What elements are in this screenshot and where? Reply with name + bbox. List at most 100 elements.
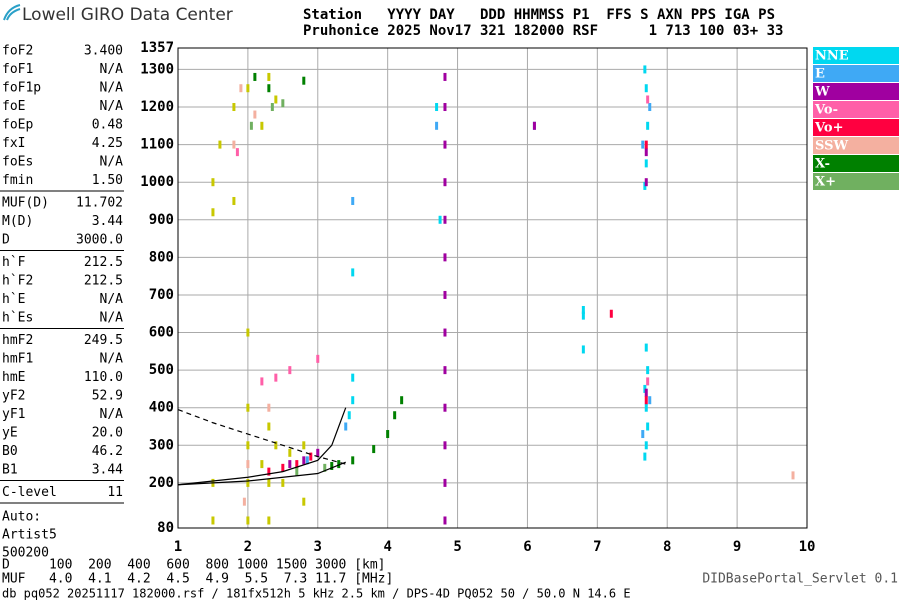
legend-label: NNE [815,49,849,64]
echo-point [260,460,264,469]
param-label: foF1p [2,81,41,96]
param-label: foF1 [2,62,33,77]
echo-point [644,148,648,157]
echo-point [260,377,264,386]
param-label: M(D) [2,214,33,229]
echo-point [443,328,447,337]
echo-point [646,422,650,431]
y-tick-label: 600 [149,325,174,341]
echo-point [351,456,355,465]
legend-swatch [813,155,899,172]
param-label: hmF1 [2,352,33,367]
param-value: N/A [100,62,124,77]
echo-point [644,403,648,412]
echo-point [309,452,313,461]
param-label: h`Es [2,311,33,326]
param-label: C-level [2,485,57,500]
echo-point [246,516,250,525]
param-value: N/A [100,292,124,307]
echo-point [337,460,341,469]
echo-point [443,253,447,262]
logo-text: Lowell GIRO Data Center [22,5,233,25]
param-label: h`F [2,255,26,270]
legend-swatch [813,173,899,190]
echo-point [267,478,271,487]
y-tick-label: 400 [149,400,174,416]
echo-point [246,478,250,487]
param-value: 3.400 [84,44,123,59]
echo-point [393,411,397,420]
echo-point [644,84,648,93]
echo-point [239,84,243,93]
x-tick-label: 6 [523,539,531,555]
y-tick-label: 80 [157,520,174,536]
echo-point [246,84,250,93]
param-value: 212.5 [84,274,123,289]
echo-point [443,178,447,187]
echo-point [443,140,447,149]
x-tick-label: 9 [733,539,741,555]
echo-point [581,305,585,314]
legend-label: Vo- [814,103,838,118]
echo-point [218,140,222,149]
param-label: MUF(D) [2,196,49,211]
echo-point [274,441,278,450]
echo-point [344,422,348,431]
echo-point [443,72,447,81]
param-value: 11 [107,485,123,500]
param-value: 1.50 [92,173,123,188]
x-tick-label: 2 [244,539,252,555]
muf-row: MUF 4.0 4.1 4.2 4.5 4.9 5.5 7.3 11.7 [MH… [2,572,393,587]
param-value: N/A [100,311,124,326]
echo-point [435,103,439,112]
echo-point [644,140,648,149]
echo-point [274,373,278,382]
param-value: 4.25 [92,136,123,151]
param-label: h`F2 [2,274,33,289]
param-label: B1 [2,463,18,478]
echo-point [267,467,271,476]
param-label: yF2 [2,389,25,404]
legend-swatch [813,47,899,64]
echo-point [302,76,306,85]
servlet: DIDBasePortal_Servlet 0.1 [702,572,898,587]
param-value: 3.44 [92,214,123,229]
echo-point [443,441,447,450]
legend-swatch [813,83,899,100]
legend-label: Vo+ [814,121,843,136]
profile-line [177,461,346,486]
footer: db pq052 20251117 182000.rsf / 181fx512h… [2,587,631,600]
echo-point [648,103,652,112]
echo-point [443,215,447,224]
echo-point [232,196,236,205]
param-value: N/A [100,99,124,114]
echo-point [323,463,327,472]
x-tick-label: 5 [453,539,461,555]
auto-line: Artist5 [2,528,57,543]
echo-point [211,208,215,217]
y-tick-label: 500 [149,362,174,378]
legend-label: X- [815,157,830,172]
param-value: 0.48 [92,118,123,133]
echo-point [267,422,271,431]
echo-point [641,430,645,439]
param-value: N/A [100,352,124,367]
echo-point [295,467,299,476]
param-value: 46.2 [92,444,123,459]
y-tick-label: 1357 [140,40,174,56]
param-label: D [2,233,10,248]
echo-point [211,178,215,187]
legend-swatch [813,137,899,154]
x-tick-label: 8 [663,539,671,555]
echo-point [242,497,246,506]
y-tick-label: 800 [149,249,174,265]
echo-point [644,441,648,450]
y-tick-label: 1100 [140,137,174,153]
echo-point [260,121,264,130]
echo-point [400,396,404,405]
legend-swatch [813,65,899,82]
param-label: foEs [2,155,33,170]
param-value: 110.0 [84,370,123,385]
echo-point [532,121,536,130]
legend-swatch [813,101,899,118]
